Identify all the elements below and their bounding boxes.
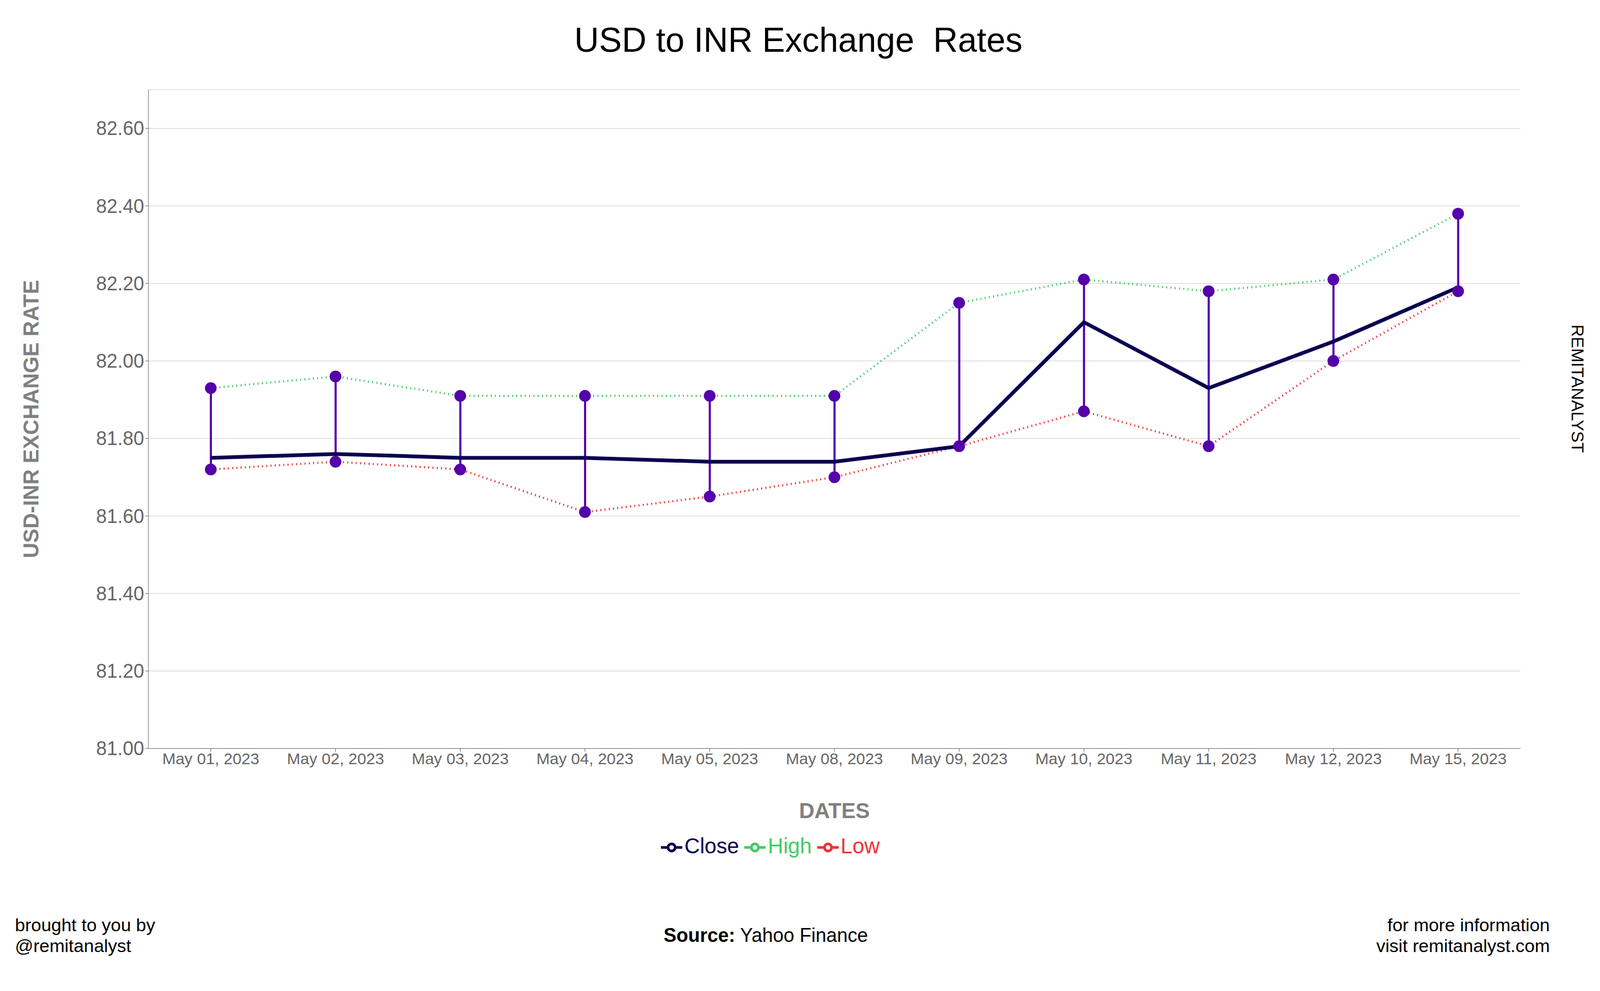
- svg-text:May 01, 2023: May 01, 2023: [162, 750, 260, 768]
- svg-text:May 04, 2023: May 04, 2023: [536, 750, 634, 768]
- svg-text:May 02, 2023: May 02, 2023: [287, 750, 385, 768]
- svg-text:DATES: DATES: [799, 799, 871, 823]
- svg-text:81.40: 81.40: [96, 582, 145, 605]
- svg-text:May 09, 2023: May 09, 2023: [910, 750, 1008, 768]
- html-text:Close: Close: [684, 834, 740, 858]
- svg-text:May 10, 2023: May 10, 2023: [1035, 750, 1133, 768]
- svg-text:May 11, 2023: May 11, 2023: [1160, 750, 1257, 768]
- svg-text:81.60: 81.60: [96, 505, 145, 528]
- svg-text:81.20: 81.20: [96, 660, 145, 683]
- svg-text:82.60: 82.60: [96, 117, 145, 140]
- html-text:brought to you by @remitanalys: brought to you by @remitanalyst: [14, 915, 156, 957]
- svg-text:82.20: 82.20: [96, 272, 145, 295]
- svg-text:82.00: 82.00: [96, 350, 145, 373]
- svg-text:81.80: 81.80: [96, 427, 145, 450]
- svg-text:USD-INR EXCHANGE RATE: USD-INR EXCHANGE RATE: [19, 280, 43, 559]
- svg-text:May 15, 2023: May 15, 2023: [1409, 750, 1507, 768]
- svg-text:May 03, 2023: May 03, 2023: [411, 750, 509, 768]
- svg-text:May 12, 2023: May 12, 2023: [1285, 750, 1383, 768]
- svg-text:81.00: 81.00: [96, 737, 145, 760]
- html-text:REMITANALYST: REMITANALYST: [1567, 324, 1588, 454]
- html-text:Source: Yahoo Finance: Source: Yahoo Finance: [663, 924, 868, 947]
- html-text:USD to INR Exchange Rates: USD to INR Exchange Rates: [574, 20, 1023, 60]
- svg-text:May 08, 2023: May 08, 2023: [785, 750, 884, 768]
- svg-text:May 05, 2023: May 05, 2023: [660, 750, 759, 768]
- html-text:High: High: [767, 834, 812, 858]
- html-text:for more information visit rem: for more information visit remitanalyst.…: [1376, 915, 1550, 957]
- html-text:Low: Low: [840, 834, 880, 858]
- svg-text:82.40: 82.40: [96, 195, 145, 218]
